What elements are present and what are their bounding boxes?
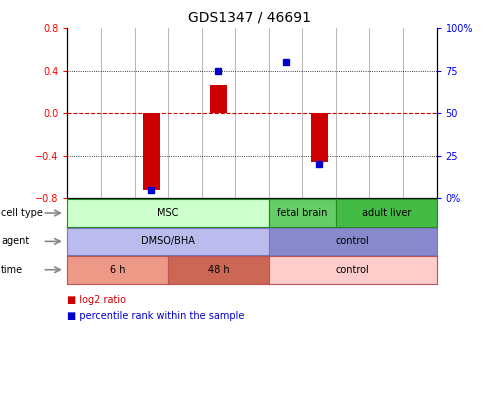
Text: control: control <box>336 265 370 275</box>
Text: control: control <box>336 237 370 246</box>
Text: ■ percentile rank within the sample: ■ percentile rank within the sample <box>67 311 245 321</box>
Text: DMSO/BHA: DMSO/BHA <box>141 237 195 246</box>
Text: time: time <box>1 265 23 275</box>
Text: MSC: MSC <box>157 208 179 218</box>
Text: fetal brain: fetal brain <box>277 208 327 218</box>
Text: agent: agent <box>1 237 29 246</box>
Text: ■ log2 ratio: ■ log2 ratio <box>67 295 126 305</box>
Text: 48 h: 48 h <box>208 265 229 275</box>
Text: GDS1347 / 46691: GDS1347 / 46691 <box>188 10 311 24</box>
Text: cell type: cell type <box>1 208 43 218</box>
Text: adult liver: adult liver <box>362 208 411 218</box>
Bar <box>311 113 327 162</box>
Bar <box>143 113 160 190</box>
Bar <box>210 85 227 113</box>
Text: 6 h: 6 h <box>110 265 125 275</box>
